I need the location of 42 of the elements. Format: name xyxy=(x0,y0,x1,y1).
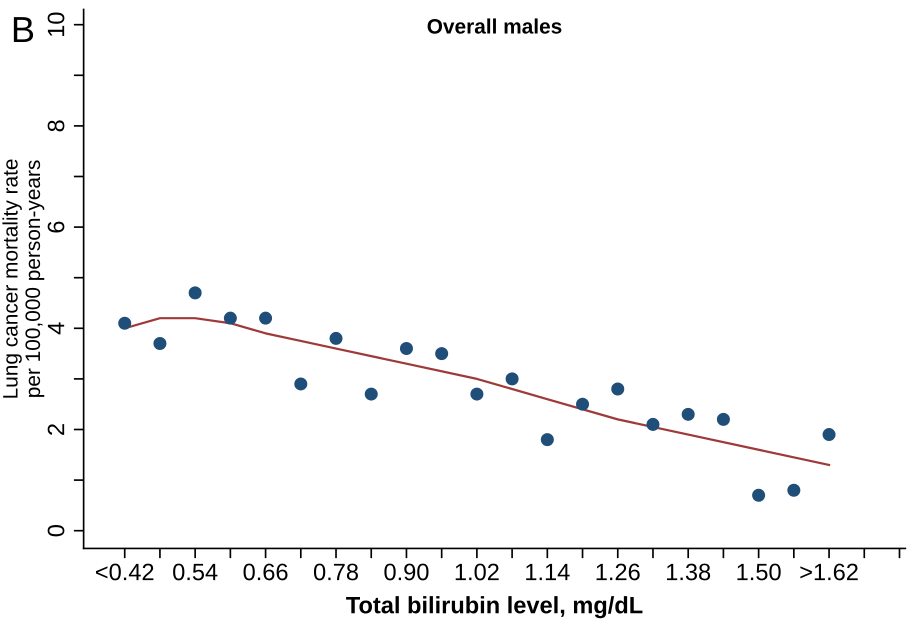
point xyxy=(259,312,272,325)
point xyxy=(400,342,413,356)
point xyxy=(576,398,590,411)
x-tick-label: 1.02 xyxy=(456,564,499,580)
point xyxy=(506,372,519,386)
point xyxy=(435,347,448,360)
point xyxy=(224,312,237,325)
point xyxy=(118,316,132,330)
point xyxy=(787,484,800,497)
x-tick-label: 0.78 xyxy=(314,564,358,580)
x-tick-label: <0.42 xyxy=(96,564,154,580)
x-tick-label: 1.50 xyxy=(737,564,781,580)
x-tick-label: 0.54 xyxy=(173,564,218,580)
chart-title: Overall males xyxy=(428,18,562,34)
y-tick-label: 4 xyxy=(48,322,64,334)
point xyxy=(153,336,166,350)
y-tick-label: 2 xyxy=(48,424,64,435)
point xyxy=(682,408,695,421)
point xyxy=(330,332,343,345)
x-tick-label: 1.26 xyxy=(596,564,640,580)
point xyxy=(540,433,554,446)
y-tick-label: 10 xyxy=(48,12,64,36)
point xyxy=(716,412,730,426)
x-axis-title: Total bilirubin level, mg/dL xyxy=(346,596,642,618)
y-tick-label: 6 xyxy=(48,222,64,232)
x-tick-label: 1.38 xyxy=(667,564,710,580)
x-tick-label: 0.90 xyxy=(384,564,429,580)
y-tick-label: 0 xyxy=(48,525,64,536)
x-tick-label: 1.14 xyxy=(526,564,570,580)
y-axis-title: Lung cancer mortality rate per 100,000 person-years xyxy=(2,159,44,398)
y-tick-label: 8 xyxy=(48,120,64,132)
point xyxy=(188,286,202,300)
x-tick-label: 0.66 xyxy=(244,564,288,580)
x-tick-label: >1.62 xyxy=(800,564,858,580)
point xyxy=(470,388,484,401)
point xyxy=(294,377,308,390)
point xyxy=(364,388,378,401)
point xyxy=(611,382,624,396)
point xyxy=(752,488,766,502)
point xyxy=(646,418,660,431)
point xyxy=(822,428,836,442)
text: B xyxy=(14,17,34,42)
